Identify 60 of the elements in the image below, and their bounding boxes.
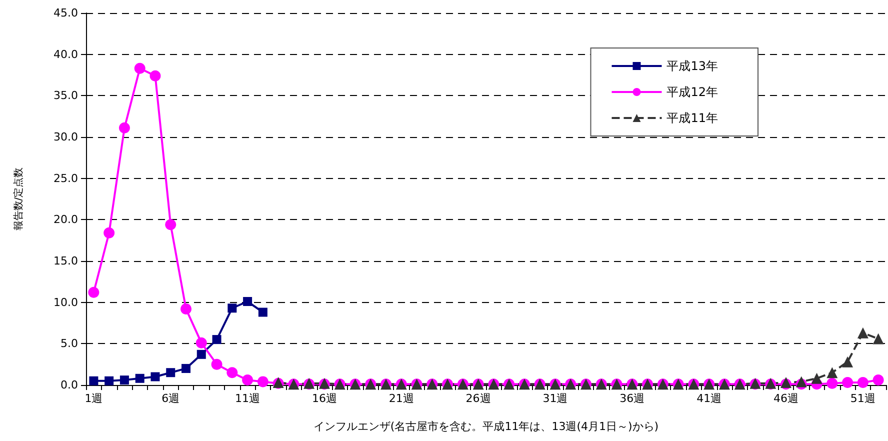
point	[165, 219, 176, 230]
point	[104, 227, 115, 238]
point	[196, 337, 207, 348]
point	[88, 286, 100, 298]
point	[826, 367, 838, 378]
point	[257, 376, 268, 388]
point	[150, 372, 160, 382]
point	[842, 356, 854, 368]
point	[258, 308, 268, 317]
point	[243, 297, 252, 306]
point	[872, 374, 884, 386]
y-tick-label: 5.0	[60, 337, 78, 350]
x-axis-title: インフルエンザ(名古屋市を含む。平成11年は、13週(4月1日～)から)	[313, 420, 659, 433]
x-tick-label: 36週	[620, 392, 645, 405]
point	[857, 327, 868, 338]
y-tick-label: 15.0	[54, 254, 78, 268]
point	[212, 335, 222, 344]
x-tick-label: 16週	[312, 392, 337, 405]
y-tick-label: 45.0	[54, 6, 78, 20]
point	[150, 70, 161, 82]
point	[180, 303, 192, 314]
y-axis-title: 報告数/定点数	[12, 167, 24, 231]
y-tick-label: 30.0	[54, 130, 78, 144]
point	[89, 376, 98, 386]
point	[796, 376, 807, 388]
point	[166, 368, 176, 378]
x-tick-label: 26週	[466, 392, 491, 405]
y-tick-label: 35.0	[54, 89, 78, 102]
x-tick-label: 51週	[850, 392, 876, 405]
x-tick-label: 21週	[388, 392, 414, 405]
legend-label: 平成11年	[666, 111, 718, 125]
point	[842, 377, 854, 388]
point	[228, 304, 237, 313]
x-tick-label: 46週	[774, 392, 798, 405]
y-tick-label: 40.0	[54, 48, 78, 61]
point	[120, 376, 129, 385]
point	[134, 62, 146, 74]
point	[872, 333, 884, 344]
point	[211, 358, 222, 370]
point	[135, 374, 144, 383]
y-tick-label: 10.0	[54, 296, 78, 309]
x-tick-label: 11週	[235, 392, 260, 405]
point	[857, 377, 868, 388]
point	[104, 376, 114, 386]
point	[226, 367, 238, 378]
x-tick-label: 6週	[162, 392, 180, 405]
point	[182, 364, 190, 373]
point	[242, 374, 254, 386]
point	[826, 378, 838, 389]
point	[196, 350, 206, 359]
y-tick-label: 0.0	[60, 378, 78, 392]
x-tick-label: 41週	[696, 392, 722, 405]
legend-label: 平成13年	[666, 59, 718, 73]
x-tick-label: 31週	[542, 392, 568, 405]
legend-label: 平成12年	[666, 85, 718, 99]
point	[811, 372, 822, 384]
y-tick-label: 25.0	[54, 172, 78, 185]
y-tick-label: 20.0	[54, 213, 78, 226]
x-tick-label: 1週	[84, 392, 103, 405]
point	[118, 122, 130, 134]
